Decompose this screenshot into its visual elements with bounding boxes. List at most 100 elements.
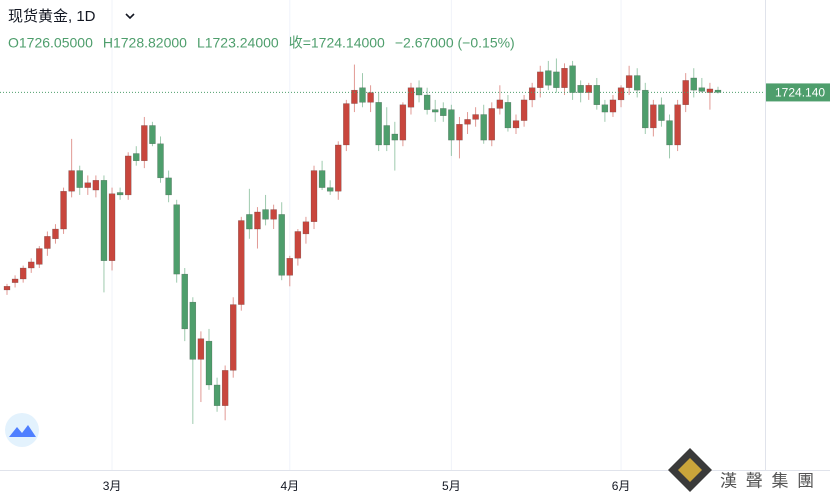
candle-body <box>44 236 51 249</box>
candle-body <box>367 92 374 103</box>
candle-body <box>60 191 67 230</box>
candle-body <box>488 108 495 141</box>
candle-body <box>609 99 617 113</box>
ohlc-legend: O1726.05000 H1728.82000 L1723.24000 收=1724.… <box>8 35 515 51</box>
candle-body <box>472 114 479 120</box>
candle-body <box>569 65 576 93</box>
candle-body <box>246 214 253 230</box>
candle-body <box>310 170 318 222</box>
candle-body <box>440 108 447 116</box>
candle-body <box>625 75 633 88</box>
candle-body <box>537 71 544 88</box>
candle-body <box>36 248 43 265</box>
last-price-box <box>766 83 830 102</box>
candle-body <box>141 125 148 162</box>
candle-body <box>116 192 124 196</box>
candle-body <box>92 180 100 191</box>
ohlc-legend-item: 收=1724.14000 <box>289 35 385 51</box>
candle-body <box>124 155 132 196</box>
candle-body <box>407 87 415 108</box>
candle-body <box>108 193 116 261</box>
candle-body <box>480 114 487 141</box>
candle-body <box>238 220 245 305</box>
candle-body <box>302 221 310 235</box>
candle-body <box>189 301 197 360</box>
candle-body <box>601 104 609 113</box>
candle-body <box>456 124 463 141</box>
candle-body <box>698 87 706 92</box>
candle-body <box>165 177 172 196</box>
candle-body <box>254 211 261 230</box>
candle-body <box>617 87 625 101</box>
candle-body <box>157 143 164 179</box>
candle-body <box>11 278 19 283</box>
candle-body <box>375 102 382 146</box>
candle-body <box>84 182 91 188</box>
candle-body <box>100 180 108 261</box>
interval-chevron <box>125 13 135 20</box>
candle-body <box>658 104 665 121</box>
candle-body <box>706 88 714 93</box>
x-tick-label: 3月 <box>103 479 122 493</box>
candle-body <box>76 170 83 188</box>
candle-body <box>326 187 334 192</box>
watermark-logo <box>668 448 712 492</box>
candle-body <box>448 109 455 141</box>
x-tick-label: 5月 <box>442 479 461 493</box>
candle-body <box>205 340 213 386</box>
candle-body <box>496 99 504 109</box>
candle-body <box>674 104 681 146</box>
candle-body <box>52 228 59 239</box>
x-tick-label: 6月 <box>612 479 631 493</box>
candle-body <box>230 304 237 371</box>
candle-body <box>278 214 285 276</box>
candle-body <box>19 267 27 280</box>
candle-body <box>351 89 358 104</box>
last-price-label: 1724.140 <box>775 86 825 100</box>
candle-body <box>650 104 657 129</box>
candle-body <box>318 170 326 188</box>
candle-body <box>690 77 697 91</box>
candle-body <box>28 261 35 269</box>
candle-body <box>197 338 205 360</box>
candle-body <box>270 209 277 220</box>
candle-body <box>585 85 592 93</box>
candle-body <box>593 85 601 105</box>
candle-body <box>666 120 673 146</box>
candle-body <box>213 384 221 406</box>
candle-body <box>682 80 689 105</box>
candle-body <box>294 231 302 259</box>
candle-body <box>335 144 342 192</box>
candle-body <box>3 286 11 291</box>
ohlc-legend-item: L1723.24000 <box>197 35 279 51</box>
candle-body <box>68 170 75 192</box>
candle-body <box>391 133 399 141</box>
candle-body <box>262 209 269 220</box>
logo <box>5 413 39 447</box>
candle-body <box>512 120 520 129</box>
candle-body <box>133 153 140 162</box>
candle-body <box>634 75 641 91</box>
candle-body <box>343 103 350 146</box>
candles <box>0 58 765 424</box>
candle-body <box>545 70 552 86</box>
candle-body <box>383 125 390 146</box>
candle-body <box>504 102 512 129</box>
x-tick-label: 4月 <box>280 479 299 493</box>
candle-body <box>528 87 536 101</box>
candle-body <box>286 258 293 276</box>
ohlc-legend-item: −2.67000 (−0.15%) <box>395 35 515 51</box>
ohlc-legend-item: H1728.82000 <box>103 35 187 51</box>
candle-body <box>520 99 528 121</box>
candle-body <box>423 94 431 110</box>
candle-body <box>181 273 188 330</box>
watermark: 漢 聲 集 團 <box>720 471 816 490</box>
candle-body <box>149 125 156 144</box>
candle-body <box>415 87 423 96</box>
candle-body <box>173 204 180 275</box>
candle-body <box>561 68 568 88</box>
candle-body <box>553 71 560 88</box>
candle-body <box>359 87 366 103</box>
